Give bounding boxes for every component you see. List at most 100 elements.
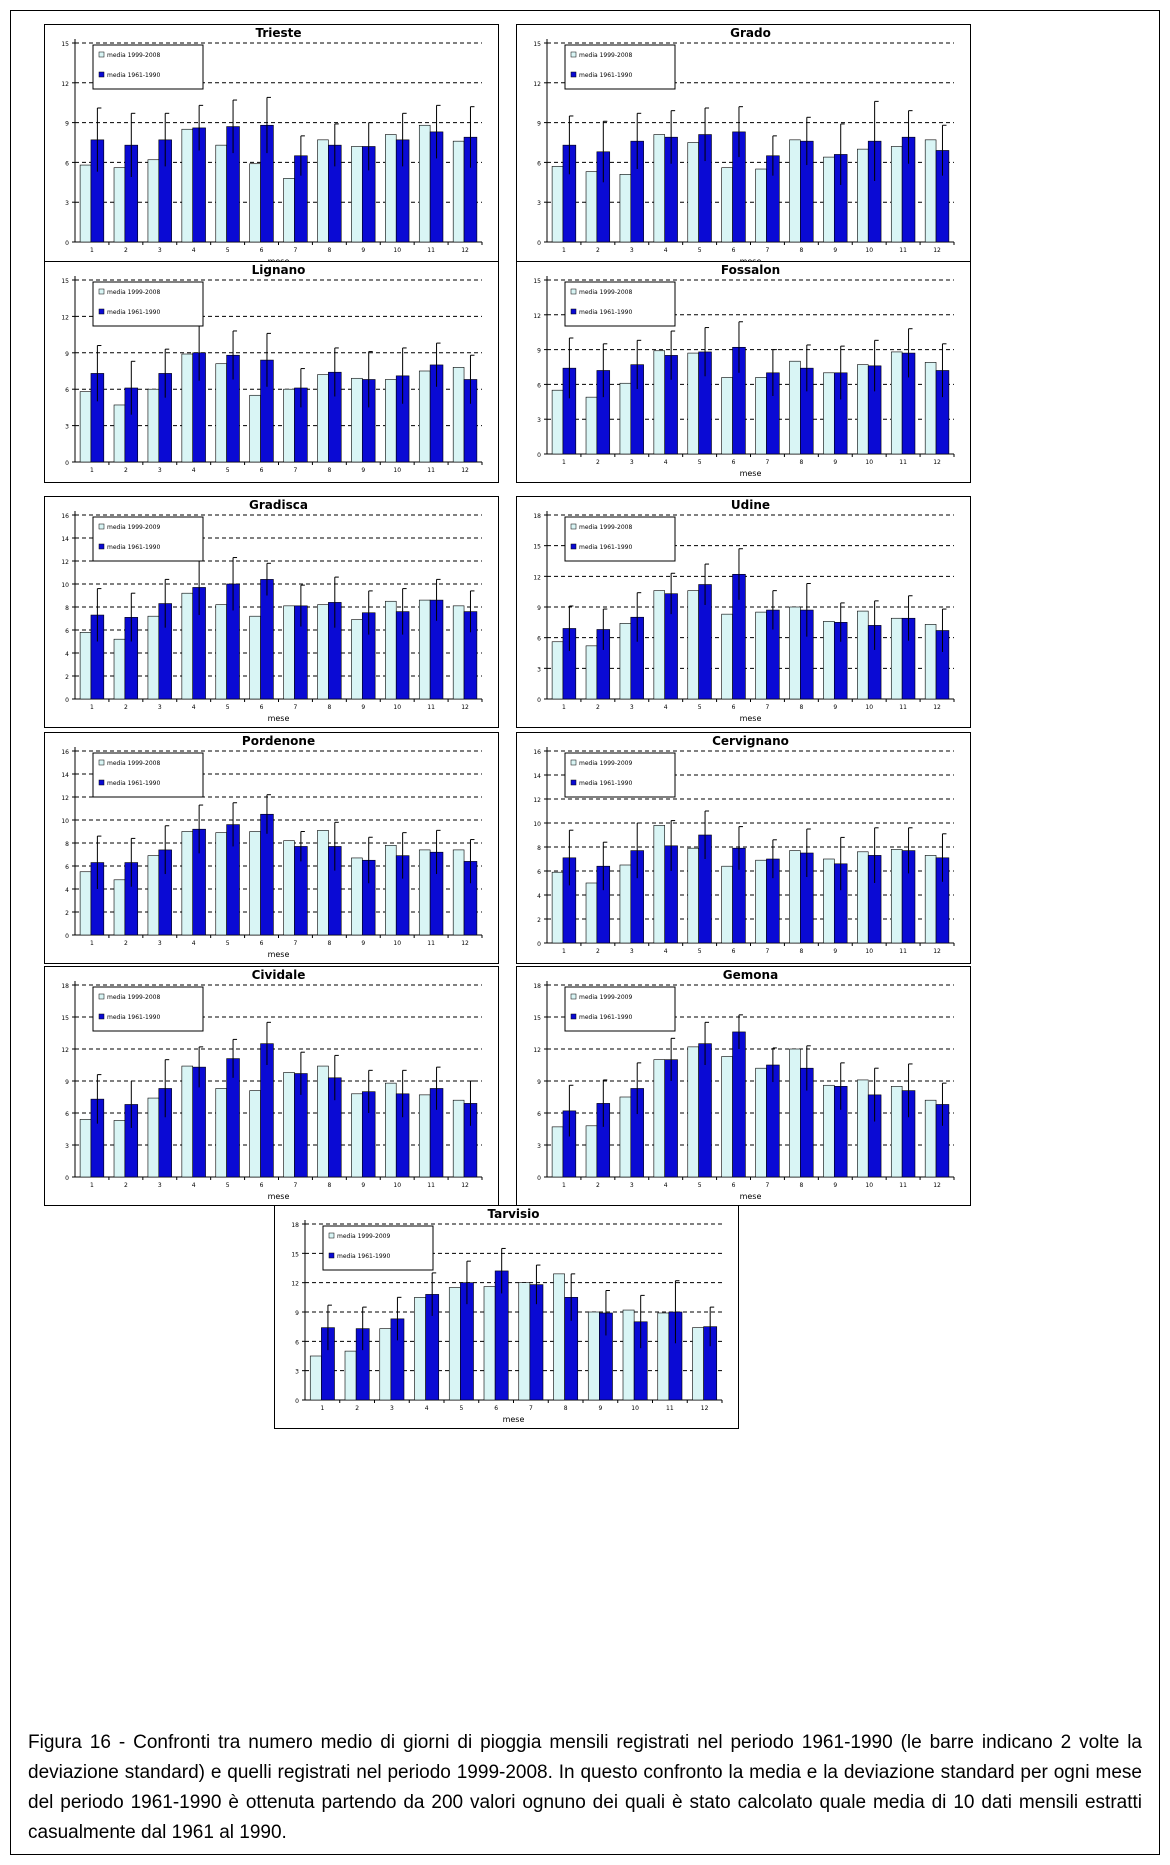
x-tick-label: 3 [158,1182,162,1189]
y-tick-label: 9 [295,1310,299,1317]
y-tick-label: 2 [65,910,69,917]
legend-swatch [570,759,577,766]
y-tick-label: 15 [61,278,69,285]
legend-label: media 1999-2008 [107,289,160,296]
bar-1999-2008 [448,1287,461,1401]
y-tick-label: 12 [533,81,541,88]
bar-1999-2008 [789,606,801,700]
bar-1999-2008 [215,832,227,936]
y-tick-label: 15 [533,1015,541,1022]
chart-panel-pordenone: Pordenone 0 2 4 6 8 10 12 14 16 1 2 3 4 5 6 7 8 9 10 11 12 mes… [44,732,499,964]
x-tick-label: 12 [933,948,941,955]
bar-1999-2008 [414,1297,426,1401]
y-tick-label: 3 [537,1143,541,1150]
y-tick-label: 3 [537,417,541,424]
bar-1999-2008 [755,859,767,944]
bar-1999-2008 [317,374,329,463]
y-tick-label: 8 [537,845,541,852]
bar-1999-2008 [924,855,937,944]
y-tick-label: 12 [533,313,541,320]
x-tick-label: 5 [226,467,230,474]
bar-1999-2008 [344,1350,357,1401]
y-tick-label: 18 [533,983,541,990]
x-tick-label: 3 [158,940,162,947]
x-tick-label: 10 [865,247,873,254]
x-tick-label: 7 [766,247,770,254]
x-axis-label: mese [740,469,762,478]
bar-1999-2008 [657,1312,670,1401]
x-tick-label: 1 [562,247,566,254]
legend-box [92,986,204,1032]
legend-swatch [570,523,577,530]
bar-1999-2008 [687,590,699,700]
x-tick-label: 10 [865,948,873,955]
x-tick-label: 7 [766,1182,770,1189]
y-tick-label: 2 [65,674,69,681]
x-tick-label: 3 [158,467,162,474]
x-tick-label: 2 [124,704,128,711]
bar-1999-2008 [789,139,801,243]
x-tick-label: 9 [598,1405,602,1412]
x-tick-label: 2 [355,1405,359,1412]
bar-1999-2008 [351,1093,363,1178]
x-tick-label: 7 [766,459,770,466]
x-tick-label: 5 [698,459,702,466]
legend-label: media 1999-2008 [107,760,160,767]
bar-1999-2008 [755,1067,767,1178]
chart-panel-trieste: Trieste03691215123456789101112mesemedia … [44,24,499,271]
x-tick-label: 3 [630,704,634,711]
y-tick-label: 0 [537,697,541,704]
x-tick-label: 9 [833,247,837,254]
x-tick-label: 8 [799,1182,803,1189]
bar-1999-2008 [687,352,699,455]
y-tick-label: 18 [61,983,69,990]
x-tick-label: 2 [596,948,600,955]
x-tick-label: 1 [320,1405,324,1412]
bar-1999-2008 [181,1065,194,1178]
y-tick-label: 6 [65,387,69,394]
legend-label: media 1961-1990 [579,72,632,79]
x-tick-label: 9 [833,459,837,466]
x-tick-label: 12 [933,247,941,254]
x-tick-label: 10 [631,1405,639,1412]
chart-title: Cervignano [712,734,789,748]
bar-1999-2008 [622,1309,635,1401]
x-axis-label: mese [740,714,762,723]
x-tick-label: 1 [562,1182,566,1189]
x-tick-label: 4 [664,704,668,711]
legend-label: media 1999-2009 [579,994,632,1001]
x-tick-label: 1 [562,948,566,955]
bar-1999-2008 [317,830,329,936]
x-tick-label: 12 [933,704,941,711]
bar-1999-2008 [890,617,903,700]
x-tick-label: 1 [90,1182,94,1189]
bar-1999-2008 [249,163,261,243]
bar-1999-2008 [585,645,598,700]
bar-1999-2008 [181,128,194,243]
bar-1999-2008 [653,350,666,455]
legend-label: media 1961-1990 [107,1014,160,1021]
legend-label: media 1999-2009 [579,760,632,767]
bar-1999-2008 [147,1097,160,1178]
x-tick-label: 5 [226,704,230,711]
bar-1999-2008 [619,174,632,243]
bar-1999-2008 [385,845,397,936]
x-tick-label: 7 [529,1405,533,1412]
x-tick-label: 9 [833,704,837,711]
bar-1999-2008 [721,167,733,243]
x-tick-label: 7 [294,704,298,711]
x-tick-label: 9 [361,467,365,474]
bar-1999-2008 [351,377,363,463]
x-tick-label: 12 [461,704,469,711]
bar-1999-2008 [687,1046,699,1178]
bar-1999-2008 [755,611,767,700]
y-tick-label: 18 [533,513,541,520]
legend-box [92,516,204,562]
x-tick-label: 11 [899,948,907,955]
bar-1999-2008 [755,168,767,243]
legend-box [92,44,204,90]
y-tick-label: 18 [291,1222,299,1229]
x-tick-label: 11 [427,940,435,947]
bar-1999-2008 [721,613,733,700]
